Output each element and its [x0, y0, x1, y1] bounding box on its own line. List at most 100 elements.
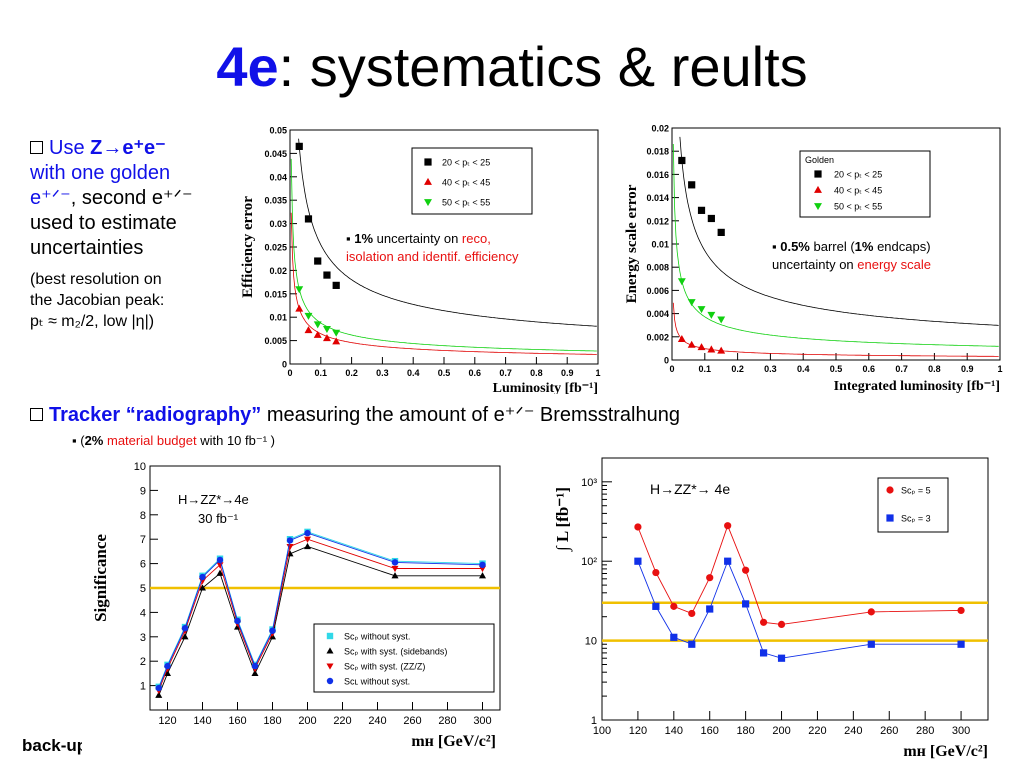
y-tick-label: 0.03 — [269, 219, 287, 229]
x-tick-label: 180 — [263, 715, 281, 727]
data-point — [777, 620, 786, 629]
data-point — [181, 625, 189, 632]
data-point — [742, 566, 750, 574]
data-point — [323, 334, 331, 342]
legend-box — [799, 150, 931, 218]
data-point — [707, 214, 715, 223]
legend-box — [313, 623, 495, 693]
y-axis-label: Efficiency error — [240, 196, 256, 298]
note-line2: the Jacobian peak: — [30, 292, 165, 309]
tracker-bullet: Tracker “radiography” measuring the amou… — [30, 402, 1020, 428]
annotation-text: uncertainty on — [373, 231, 462, 246]
data-point — [634, 523, 642, 531]
x-axis-label: mʜ [GeV/c²] — [903, 743, 988, 760]
data-point — [295, 142, 303, 150]
annotation-process: H→ZZ*→ 4e — [650, 481, 730, 497]
data-point — [303, 542, 312, 550]
y-tick-label: 0.01 — [651, 240, 669, 250]
x-tick-label: 140 — [665, 725, 683, 737]
legend-box — [411, 147, 533, 215]
y-tick-label: 3 — [140, 632, 146, 644]
x-tick-label: 280 — [438, 715, 456, 727]
annotation-bold: 1% — [354, 231, 373, 246]
data-point — [314, 257, 322, 265]
x-tick-label: 120 — [158, 715, 176, 727]
data-point — [867, 640, 875, 648]
x-tick-label: 160 — [701, 725, 719, 737]
data-point — [304, 326, 313, 334]
sub-bullet-icon: ▪ — [72, 433, 77, 448]
y-tick-label: 9 — [140, 485, 146, 497]
fit-curve-1 — [290, 212, 597, 355]
legend-marker — [326, 632, 334, 640]
legend: Sᴄₚ = 5 Sᴄₚ = 3 — [877, 477, 949, 533]
series-line-3 — [158, 532, 483, 689]
legend-marker — [424, 177, 432, 185]
data-point — [198, 584, 207, 591]
y-tick-label: 0.035 — [264, 196, 287, 206]
data-point — [867, 608, 875, 616]
legend-label: 20 < pₜ < 25 — [834, 170, 882, 180]
x-tick-label: 0.7 — [895, 364, 908, 374]
series-line-1 — [158, 546, 483, 696]
x-tick-label: 0.8 — [530, 368, 543, 378]
data-point — [323, 326, 331, 334]
data-point — [677, 334, 686, 342]
legend-marker — [326, 677, 334, 685]
bullet-use-prefix: Use — [49, 137, 91, 159]
annotation-luminosity: 30 fb⁻¹ — [198, 511, 239, 526]
y-tick-label: 10 — [134, 461, 146, 473]
x-tick-label: 180 — [736, 725, 754, 737]
y-tick-label: 0.025 — [264, 243, 287, 253]
fit-curve-2 — [290, 158, 597, 352]
y-tick-label: 1 — [140, 681, 146, 693]
y-tick-label: 0.018 — [646, 147, 669, 157]
x-tick-label: 300 — [952, 725, 970, 737]
y-tick-label: 2 — [140, 656, 146, 668]
data-point — [707, 345, 716, 353]
x-tick-label: 260 — [880, 725, 898, 737]
x-tick-label: 0.9 — [961, 364, 974, 374]
legend-marker — [814, 185, 822, 193]
annotation-line1: ▪ 1% uncertainty on reco, — [346, 231, 491, 246]
legend-label: 40 < pₜ < 45 — [834, 186, 882, 196]
checkbox-bullet-icon — [30, 141, 43, 154]
legend: 20 < pₜ < 25 40 < pₜ < 45 50 < pₜ < 55 — [411, 147, 533, 215]
data-point — [323, 271, 331, 279]
data-point — [164, 662, 171, 670]
x-tick-label: 0.1 — [699, 364, 712, 374]
bullet-line3: e⁺ᐟ⁻, second e⁺ᐟ⁻ — [30, 186, 230, 211]
bullet-note: (best resolution on the Jacobian peak: p… — [30, 269, 230, 332]
data-point — [391, 565, 399, 573]
y-tick-label: 1 — [591, 715, 597, 727]
data-point — [391, 559, 399, 566]
y-tick-label: 8 — [140, 510, 146, 522]
data-point — [697, 343, 706, 351]
data-point — [652, 568, 660, 577]
series-line-1 — [637, 559, 962, 659]
data-point — [670, 633, 678, 641]
y-tick-label: 0.02 — [651, 124, 669, 134]
data-point — [634, 557, 642, 565]
x-tick-label: 0.6 — [863, 364, 876, 374]
x-tick-label: 220 — [333, 715, 351, 727]
annotation-bullet-icon: ▪ — [346, 231, 354, 246]
x-tick-label: 0.6 — [469, 368, 482, 378]
fit-curve-1 — [672, 302, 999, 357]
data-point — [707, 311, 716, 319]
luminosity-panel: 1 10 10² 10³ 100 120 140 160 180 200 220 240 260 280 3… — [528, 448, 1016, 764]
slide-title: 4e: systematics & reults — [0, 32, 1024, 102]
legend-marker — [886, 486, 894, 494]
data-point — [332, 337, 341, 345]
data-point — [391, 572, 399, 579]
data-point — [251, 662, 259, 670]
fit-curve-0 — [298, 138, 597, 327]
significance-panel: 1 2 3 4 5 6 7 8 9 10 120 140 160 180 200 220 240 260 280 30… — [82, 456, 512, 756]
x-tick-label: 0.3 — [376, 368, 389, 378]
y-tick-label: 0.014 — [646, 193, 669, 203]
data-point — [313, 330, 322, 338]
efficiency-panel: 0 0.005 0.01 0.015 0.02 0.025 0.03 0.035 0.04 0.0… — [234, 118, 604, 394]
bullet-z-ee: Z→e⁺e⁻ — [90, 137, 166, 159]
x-tick-label: 140 — [193, 715, 211, 727]
